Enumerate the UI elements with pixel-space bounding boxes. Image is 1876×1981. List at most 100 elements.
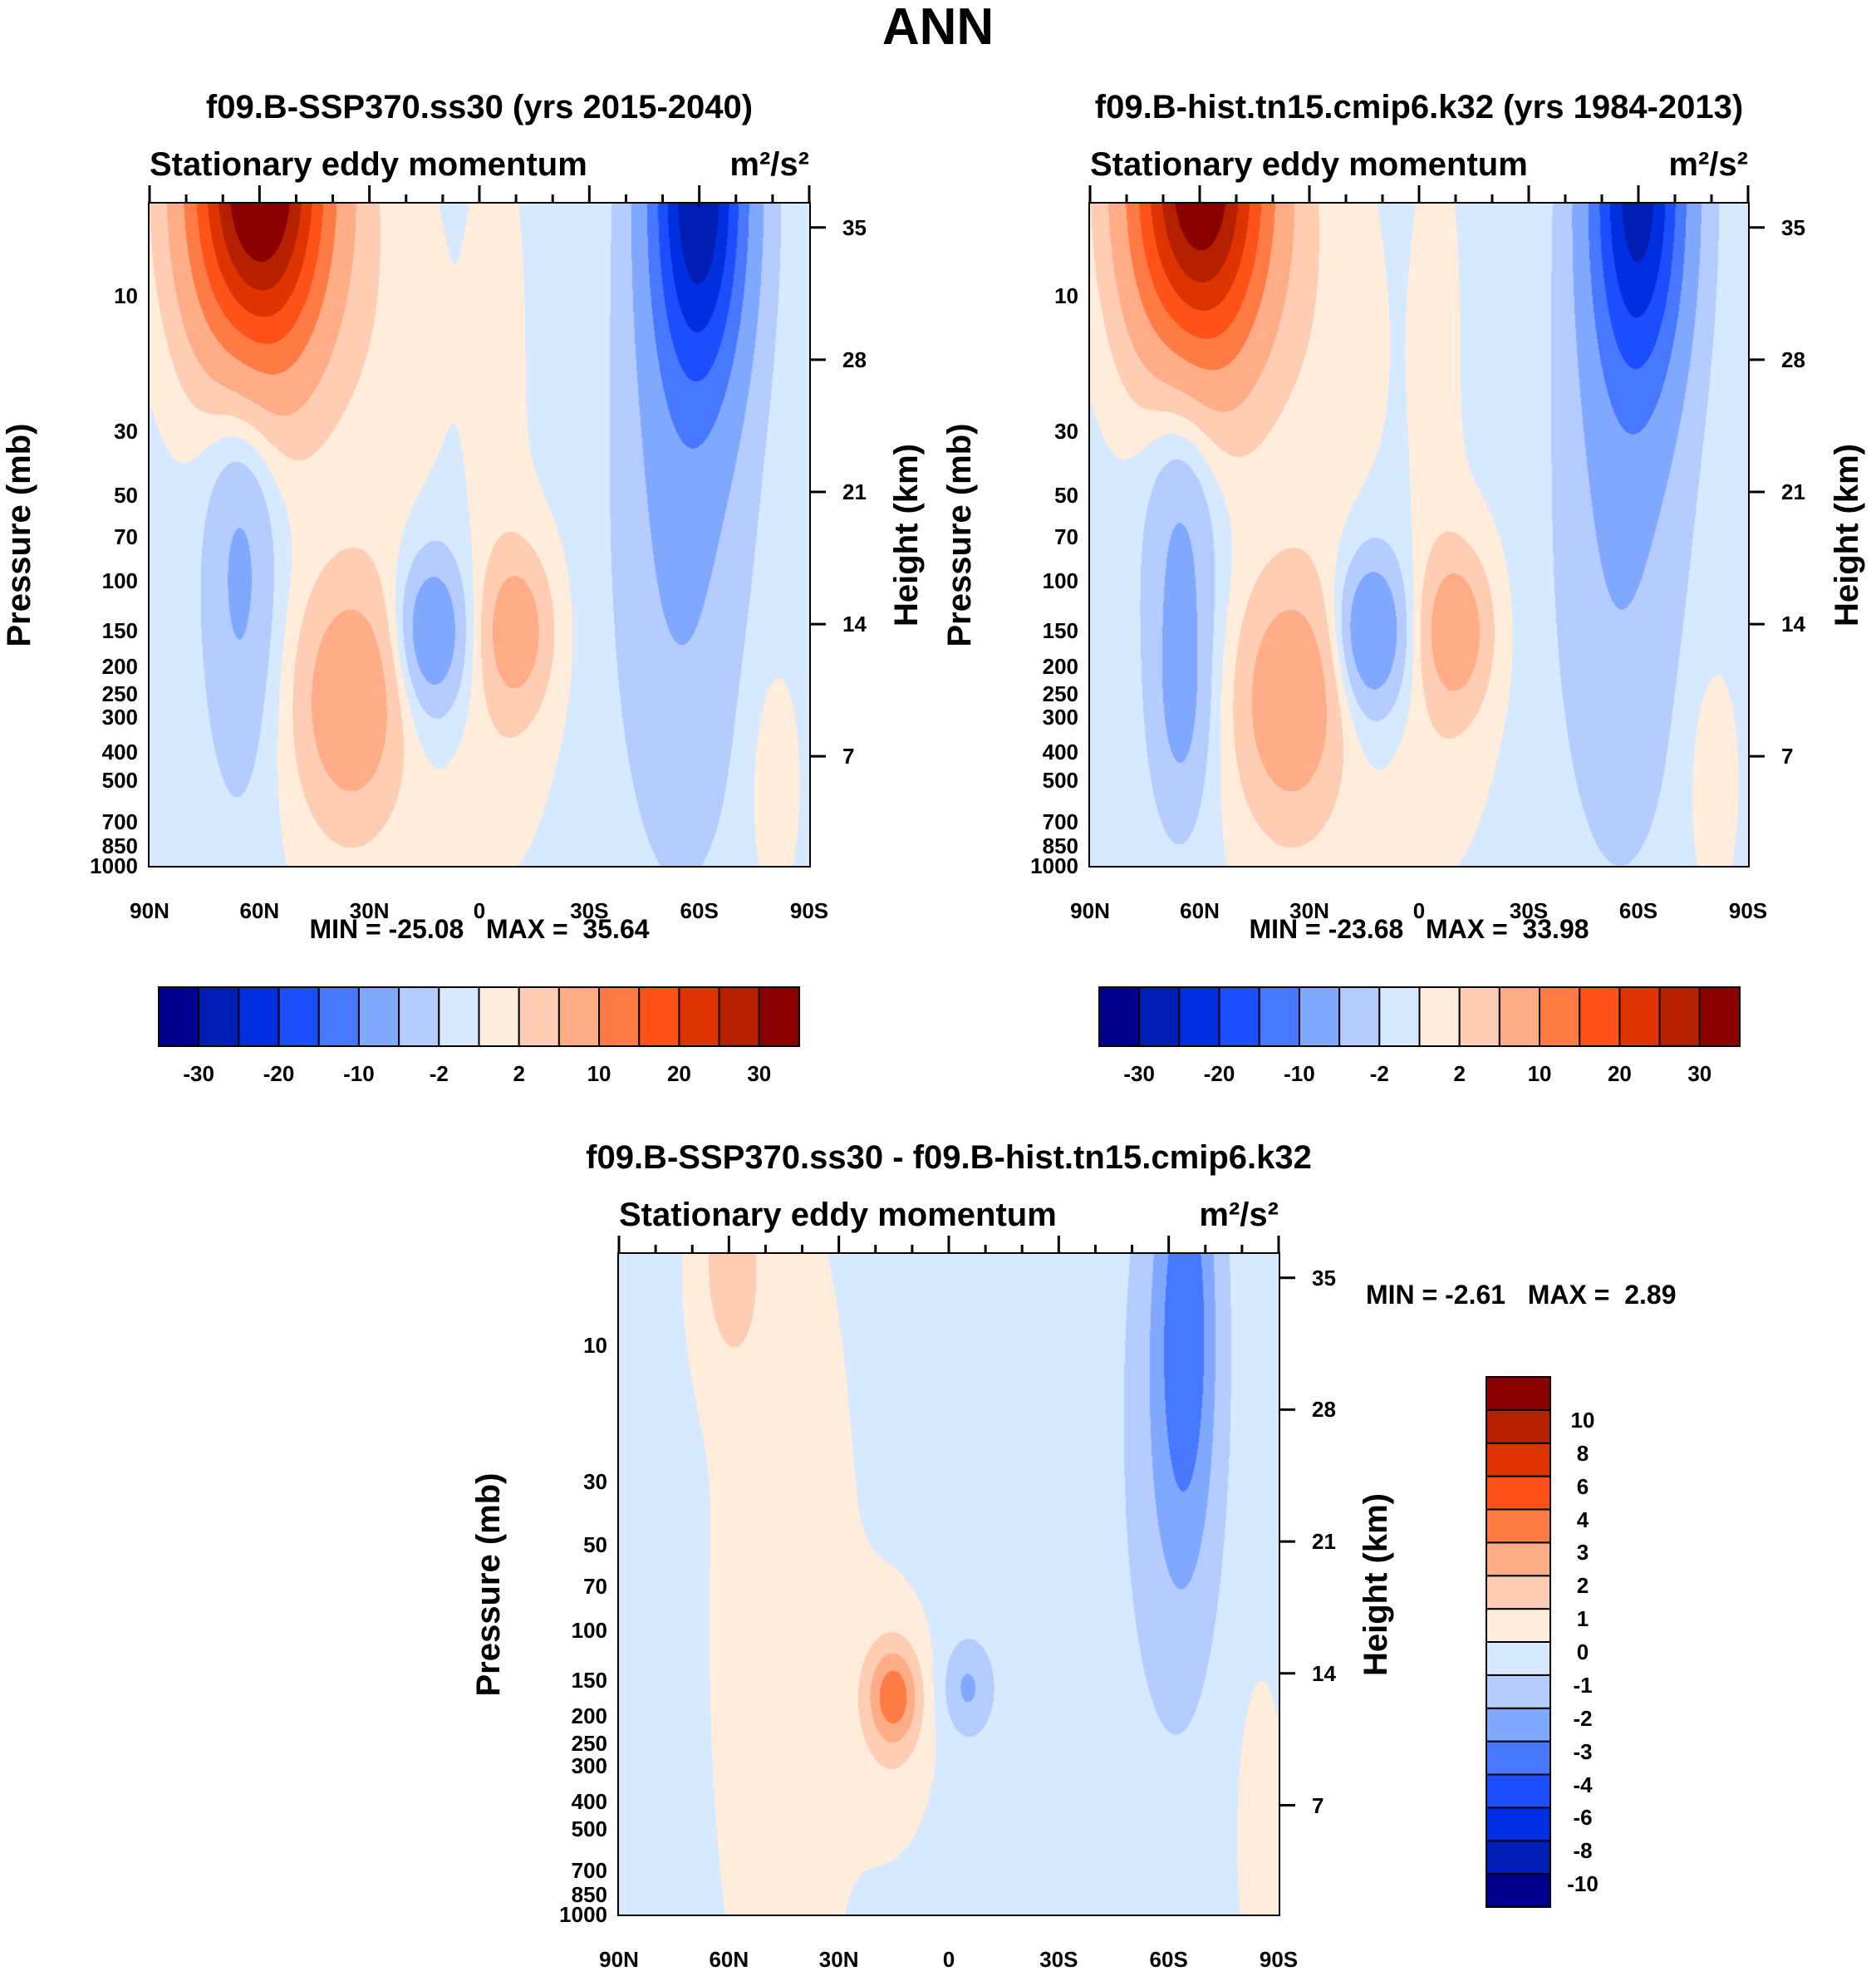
height-tick-label: 7 bbox=[1312, 1792, 1324, 1818]
height-tick-label: 35 bbox=[842, 214, 867, 240]
colorbar-box bbox=[1486, 1773, 1551, 1809]
colorbar-box bbox=[1486, 1840, 1551, 1875]
y-tick-label: 200 bbox=[101, 654, 138, 680]
colorbar-label: 8 bbox=[1576, 1440, 1589, 1466]
y-tick-label: 850 bbox=[571, 1881, 607, 1907]
x-tick-label: 60N bbox=[1180, 898, 1220, 923]
colorbar-box bbox=[1498, 986, 1541, 1047]
height-tick-label: 21 bbox=[842, 479, 867, 504]
x-tick-label: 0 bbox=[1412, 898, 1426, 923]
y-tick-label: 150 bbox=[101, 618, 138, 644]
colorbar-box bbox=[1486, 1541, 1551, 1577]
colorbar-box bbox=[1418, 986, 1461, 1047]
colorbar-box bbox=[518, 986, 560, 1047]
colorbar-box bbox=[1486, 1408, 1551, 1444]
colorbar-label: -4 bbox=[1573, 1772, 1593, 1797]
colorbar-box bbox=[1486, 1707, 1551, 1743]
y-tick-label: 700 bbox=[571, 1857, 607, 1883]
panel-title: f09.B-SSP370.ss30 - f09.B-hist.tn15.cmip… bbox=[586, 1139, 1312, 1176]
colorbar-label: 6 bbox=[1576, 1473, 1589, 1499]
y-tick-label: 150 bbox=[1042, 618, 1078, 644]
height-tick-label: 21 bbox=[1781, 479, 1805, 504]
colorbar-label: 10 bbox=[587, 1061, 611, 1086]
colorbar-label: -2 bbox=[1573, 1705, 1593, 1731]
colorbar-label: -2 bbox=[1369, 1061, 1389, 1086]
colorbar-box bbox=[557, 986, 601, 1047]
colorbar-box bbox=[1098, 986, 1141, 1047]
y-tick-label: 70 bbox=[114, 524, 138, 549]
colorbar-label: -20 bbox=[263, 1061, 295, 1086]
height-tick-label: 35 bbox=[1781, 214, 1805, 240]
colorbar-box bbox=[1486, 1575, 1551, 1610]
y-tick-label: 50 bbox=[1054, 482, 1078, 508]
height-tick-label: 7 bbox=[842, 744, 855, 769]
height-tick-label: 7 bbox=[1781, 744, 1794, 769]
colorbar-label: 2 bbox=[1453, 1061, 1466, 1086]
colorbar-box bbox=[758, 986, 800, 1047]
x-tick-label: 90S bbox=[1728, 898, 1768, 923]
min-max-label: MIN = -2.61 MAX = 2.89 bbox=[1366, 1280, 1677, 1310]
colorbar-box bbox=[1138, 986, 1181, 1047]
height-tick-label: 28 bbox=[842, 347, 867, 372]
colorbar-box bbox=[1486, 1442, 1551, 1477]
y-tick-label: 150 bbox=[571, 1667, 607, 1693]
y-tick-label: 200 bbox=[1042, 654, 1078, 680]
x-tick-label: 60S bbox=[1149, 1947, 1188, 1972]
height-tick-label: 14 bbox=[1312, 1660, 1336, 1686]
y-tick-label: 200 bbox=[571, 1703, 607, 1728]
colorbar-label: -3 bbox=[1573, 1738, 1593, 1764]
y-tick-label: 250 bbox=[571, 1730, 607, 1756]
y-tick-label: 400 bbox=[1042, 740, 1078, 765]
figure-title: ANN bbox=[882, 0, 994, 56]
colorbar-label: 4 bbox=[1576, 1507, 1589, 1532]
height-tick-label: 21 bbox=[1312, 1529, 1336, 1555]
colorbar-label: -10 bbox=[343, 1061, 375, 1086]
y-tick-label: 50 bbox=[583, 1531, 607, 1557]
y-tick-label: 30 bbox=[1054, 419, 1078, 445]
colorbar-label: -10 bbox=[1284, 1061, 1315, 1086]
colorbar-label: 10 bbox=[1527, 1061, 1552, 1086]
colorbar-label: -2 bbox=[429, 1061, 449, 1086]
colorbar-box bbox=[277, 986, 320, 1047]
colorbar-box bbox=[1486, 1674, 1551, 1709]
height-tick-label: 28 bbox=[1781, 347, 1805, 372]
panel-subtitle: Stationary eddy momentum bbox=[150, 146, 587, 183]
colorbar-box bbox=[1579, 986, 1621, 1047]
y-tick-label: 50 bbox=[114, 482, 138, 508]
colorbar-label: 0 bbox=[1576, 1639, 1589, 1664]
colorbar-label: 2 bbox=[513, 1061, 525, 1086]
colorbar-box bbox=[1658, 986, 1701, 1047]
colorbar-label: 10 bbox=[1570, 1407, 1595, 1433]
x-tick-label: 60S bbox=[1618, 898, 1658, 923]
colorbar-label: -10 bbox=[1567, 1871, 1599, 1897]
panel-subtitle: Stationary eddy momentum bbox=[619, 1197, 1057, 1233]
colorbar-label: -6 bbox=[1573, 1805, 1593, 1831]
panel-units: m²/s² bbox=[1199, 1197, 1279, 1233]
x-tick-label: 90S bbox=[1259, 1947, 1299, 1972]
colorbar-box bbox=[1458, 986, 1500, 1047]
x-tick-label: 0 bbox=[473, 898, 486, 923]
colorbar-label: 30 bbox=[1687, 1061, 1712, 1086]
colorbar-label: -30 bbox=[1123, 1061, 1155, 1086]
colorbar-box bbox=[1486, 1740, 1551, 1776]
panel-units: m²/s² bbox=[1668, 146, 1748, 183]
colorbar-box bbox=[1539, 986, 1581, 1047]
y-tick-label: 10 bbox=[1054, 283, 1078, 308]
colorbar-box bbox=[1486, 1641, 1551, 1676]
y-tick-label: 300 bbox=[571, 1753, 607, 1778]
colorbar-box bbox=[1178, 986, 1220, 1047]
y-tick-label: 400 bbox=[571, 1788, 607, 1814]
colorbar-box bbox=[598, 986, 641, 1047]
x-tick-label: 90N bbox=[599, 1947, 639, 1972]
y-tick-label: 250 bbox=[1042, 681, 1078, 707]
panel-units: m²/s² bbox=[729, 146, 809, 183]
y-tick-label: 500 bbox=[571, 1816, 607, 1841]
min-max-label: MIN = -25.08 MAX = 35.64 bbox=[309, 914, 650, 944]
colorbar-box bbox=[198, 986, 240, 1047]
colorbar-box bbox=[1618, 986, 1661, 1047]
height-axis-label: Height (km) bbox=[1829, 443, 1865, 627]
y-tick-label: 400 bbox=[101, 740, 138, 765]
x-tick-label: 90S bbox=[789, 898, 829, 923]
x-tick-label: 30S bbox=[570, 898, 609, 923]
y-tick-label: 850 bbox=[101, 833, 138, 858]
